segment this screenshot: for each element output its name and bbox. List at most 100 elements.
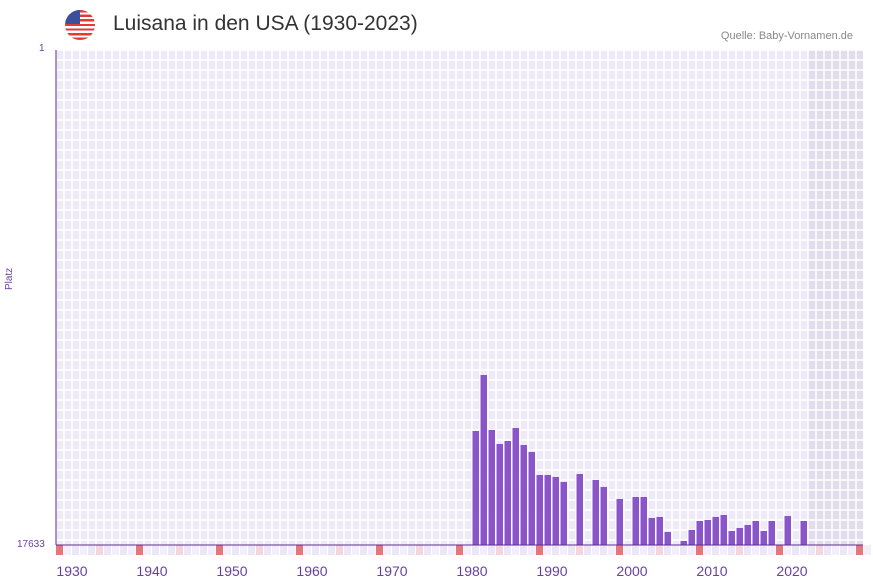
year-marker [184,545,191,555]
bar-2014 [744,524,751,545]
year-marker [88,545,95,555]
year-marker [480,545,487,555]
year-marker [64,545,71,555]
year-marker [104,545,111,555]
year-marker [520,545,527,555]
year-marker [368,545,375,555]
year-marker [552,545,559,555]
year-marker [280,545,287,555]
year-marker [864,545,871,555]
x-tick-label: 1970 [376,563,407,579]
year-marker [608,545,615,555]
year-marker [504,545,511,555]
bar-1989 [544,474,551,545]
year-marker [472,545,479,555]
year-marker [256,545,263,555]
year-marker [352,545,359,555]
bar-2019 [784,515,791,545]
year-marker [496,545,503,555]
year-marker [56,545,63,555]
year-marker [344,545,351,555]
year-marker [136,545,143,555]
year-marker [624,545,631,555]
year-marker [528,545,535,555]
future-region [808,50,863,545]
year-marker [288,545,295,555]
bar-1983 [496,443,503,545]
year-marker [416,545,423,555]
year-marker [328,545,335,555]
year-marker [600,545,607,555]
year-marker [840,545,847,555]
year-marker [384,545,391,555]
x-tick-label: 1980 [456,563,487,579]
year-marker [208,545,215,555]
year-marker [224,545,231,555]
year-marker [752,545,759,555]
bar-2016 [760,530,767,545]
year-marker [304,545,311,555]
year-marker [784,545,791,555]
bar-1991 [560,481,567,545]
year-marker [688,545,695,555]
bar-1981 [480,374,487,545]
year-marker [560,545,567,555]
year-marker [400,545,407,555]
x-tick-label: 1950 [216,563,247,579]
year-marker [736,545,743,555]
year-marker [72,545,79,555]
bar-2021 [800,520,807,545]
year-marker [392,545,399,555]
bar-2002 [648,517,655,545]
year-marker [424,545,431,555]
year-marker [760,545,767,555]
year-marker [264,545,271,555]
year-marker [80,545,87,555]
year-marker [584,545,591,555]
bar-2000 [632,496,639,545]
bar-2012 [728,530,735,545]
bar-2008 [696,520,703,545]
year-marker [216,545,223,555]
year-marker [776,545,783,555]
x-tick-label: 2020 [776,563,807,579]
year-marker [200,545,207,555]
year-marker [744,545,751,555]
year-marker [664,545,671,555]
bar-2006 [680,540,687,545]
year-marker [824,545,831,555]
source-link[interactable]: Quelle: Baby-Vornamen.de [720,30,853,42]
year-marker [408,545,415,555]
bar-2004 [664,531,671,545]
bar-1980 [472,430,479,545]
bar-2001 [640,496,647,545]
year-marker [656,545,663,555]
bar-2015 [752,520,759,545]
year-marker [464,545,471,555]
year-marker [312,545,319,555]
us-flag-icon [65,10,95,40]
year-marker [360,545,367,555]
year-marker [176,545,183,555]
year-marker [144,545,151,555]
year-marker [488,545,495,555]
bar-2011 [720,514,727,545]
y-tick-bottom: 17633 [17,539,45,550]
year-marker [240,545,247,555]
year-marker [232,545,239,555]
year-marker [440,545,447,555]
year-marker [576,545,583,555]
year-marker [536,545,543,555]
bar-1990 [552,476,559,545]
x-tick-label: 1960 [296,563,327,579]
year-marker [648,545,655,555]
year-marker [848,545,855,555]
bar-1996 [600,486,607,545]
year-marker [192,545,199,555]
year-marker [448,545,455,555]
bar-2013 [736,527,743,545]
year-marker [704,545,711,555]
x-tick-label: 1990 [536,563,567,579]
year-marker [640,545,647,555]
